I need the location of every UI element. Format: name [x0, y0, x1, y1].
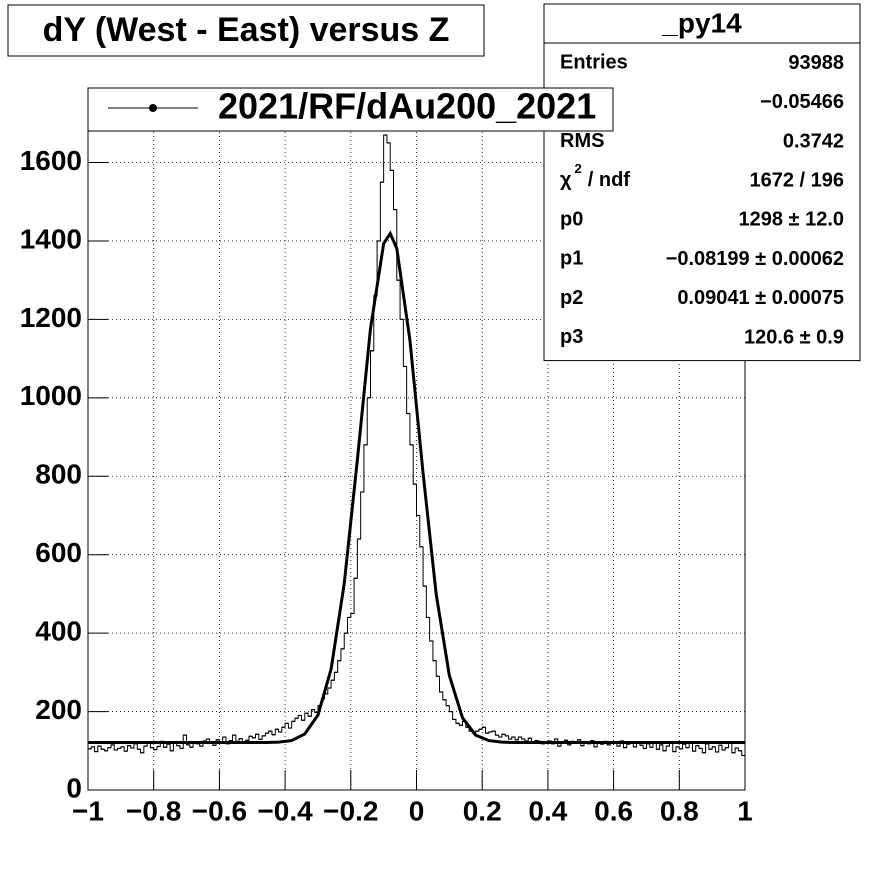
stats-name-text: Entries	[560, 52, 628, 74]
x-tick-label: −0.2	[323, 795, 378, 826]
chart-title: dY (West - East) versus Z	[43, 11, 450, 49]
stats-title: _py14	[661, 7, 742, 38]
y-tick-label: 400	[35, 616, 82, 647]
stats-superscript: 2	[575, 162, 582, 177]
y-tick-label: 600	[35, 537, 82, 568]
stats-value: 120.6 ± 0.9	[744, 326, 844, 348]
legend-label: 2021/RF/dAu200_2021	[218, 86, 596, 127]
x-tick-label: 0.8	[660, 795, 699, 826]
stats-value: 1672 / 196	[749, 169, 844, 191]
legend-marker	[149, 104, 157, 112]
stats-name: p1	[560, 248, 583, 270]
stats-value: −0.08199 ± 0.00062	[666, 248, 844, 270]
stats-name: p3	[560, 326, 583, 348]
stats-name: RMS	[560, 130, 604, 152]
x-tick-label: 0.4	[528, 795, 567, 826]
y-tick-label: 0	[66, 772, 82, 803]
stats-name: Entries	[560, 52, 628, 74]
y-tick-label: 1000	[20, 380, 82, 411]
y-tick-label: 800	[35, 459, 82, 490]
stats-name-text: p3	[560, 326, 583, 348]
stats-name-text: χ	[560, 169, 572, 191]
stats-name: χ2 / ndf	[560, 162, 630, 192]
x-tick-label: 1	[737, 795, 753, 826]
x-tick-label: −1	[72, 795, 104, 826]
stats-value: −0.05466	[760, 91, 844, 113]
stats-value: 0.3742	[783, 130, 844, 152]
stats-name: p0	[560, 209, 583, 231]
stats-value: 0.09041 ± 0.00075	[677, 287, 844, 309]
stats-name-text: p2	[560, 287, 583, 309]
title-box	[7, 4, 485, 57]
y-tick-label: 1600	[20, 145, 82, 176]
x-tick-label: −0.6	[192, 795, 247, 826]
x-tick-label: −0.4	[257, 795, 313, 826]
stats-value: 1298 ± 12.0	[738, 209, 844, 231]
x-tick-label: 0	[409, 795, 425, 826]
stats-name: p2	[560, 287, 583, 309]
stats-name-rest: / ndf	[588, 169, 631, 191]
fit-curve	[88, 230, 745, 745]
x-tick-label: −0.8	[126, 795, 181, 826]
stats-name-text: RMS	[560, 130, 604, 152]
legend-box	[87, 87, 614, 132]
x-tick-label: 0.6	[594, 795, 633, 826]
y-tick-label: 200	[35, 694, 82, 725]
x-tick-label: 0.2	[463, 795, 502, 826]
y-tick-label: 1200	[20, 302, 82, 333]
y-tick-label: 1400	[20, 223, 82, 254]
stats-box	[543, 3, 861, 362]
stats-value: 93988	[788, 52, 844, 74]
stats-name-text: p0	[560, 209, 583, 231]
stats-name-text: p1	[560, 248, 583, 270]
